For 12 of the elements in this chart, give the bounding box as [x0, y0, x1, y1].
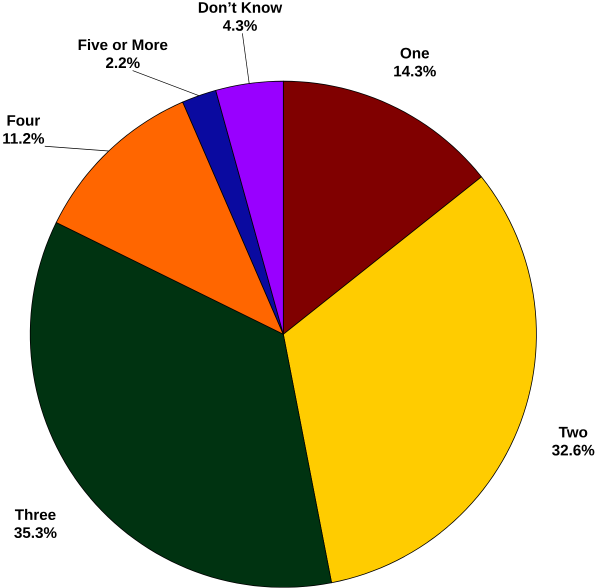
data-label: 11.2% [3, 133, 44, 144]
data-label: 4.3% [222, 20, 257, 31]
data-label: 35.3% [14, 527, 57, 538]
slice-label: One [400, 48, 430, 59]
data-label: 2.2% [106, 58, 140, 68]
slice-label: Five or More [78, 39, 168, 50]
data-label: 14.3% [394, 66, 436, 77]
data-label: 32.6% [552, 444, 594, 456]
slice-label: Two [558, 427, 588, 438]
slice-label: Three [14, 508, 56, 520]
slice-label: Four [8, 115, 40, 126]
slice-label: Don’t Know [198, 2, 282, 13]
